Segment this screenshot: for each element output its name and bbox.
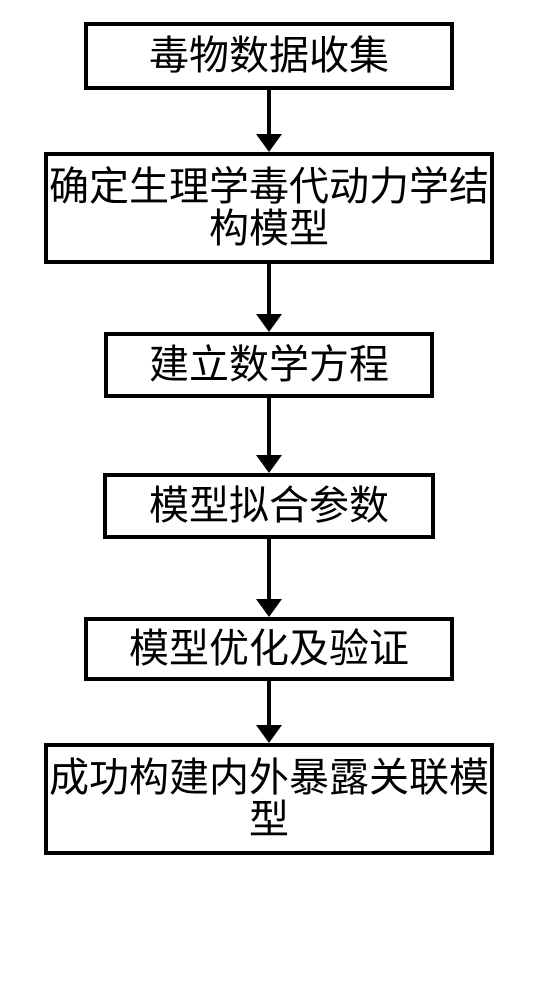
- flow-arrow: [256, 398, 282, 473]
- flowchart-container: 毒物数据收集确定生理学毒代动力学结构模型建立数学方程模型拟合参数模型优化及验证成…: [0, 0, 538, 855]
- flow-node-label: 模型优化及验证: [129, 628, 409, 670]
- arrow-shaft: [267, 264, 271, 314]
- flow-node-label: 成功构建内外暴露关联模型: [48, 757, 490, 841]
- arrow-head-icon: [256, 455, 282, 473]
- flow-arrow: [256, 681, 282, 743]
- flow-node-label: 毒物数据收集: [149, 35, 389, 77]
- flow-node-n1: 毒物数据收集: [84, 22, 454, 90]
- flow-node-label: 模型拟合参数: [149, 485, 389, 527]
- arrow-shaft: [267, 90, 271, 134]
- arrow-head-icon: [256, 725, 282, 743]
- arrow-shaft: [267, 398, 271, 455]
- flow-arrow: [256, 539, 282, 617]
- flow-node-n5: 模型优化及验证: [84, 617, 454, 681]
- arrow-head-icon: [256, 314, 282, 332]
- flow-arrow: [256, 90, 282, 152]
- flow-node-n6: 成功构建内外暴露关联模型: [44, 743, 494, 855]
- flow-arrow: [256, 264, 282, 332]
- arrow-shaft: [267, 539, 271, 599]
- arrow-shaft: [267, 681, 271, 725]
- flow-node-label: 建立数学方程: [149, 344, 389, 386]
- arrow-head-icon: [256, 134, 282, 152]
- arrow-head-icon: [256, 599, 282, 617]
- flow-node-n2: 确定生理学毒代动力学结构模型: [44, 152, 494, 264]
- flow-node-n4: 模型拟合参数: [103, 473, 435, 539]
- flow-node-label: 确定生理学毒代动力学结构模型: [48, 166, 490, 250]
- flow-node-n3: 建立数学方程: [104, 332, 434, 398]
